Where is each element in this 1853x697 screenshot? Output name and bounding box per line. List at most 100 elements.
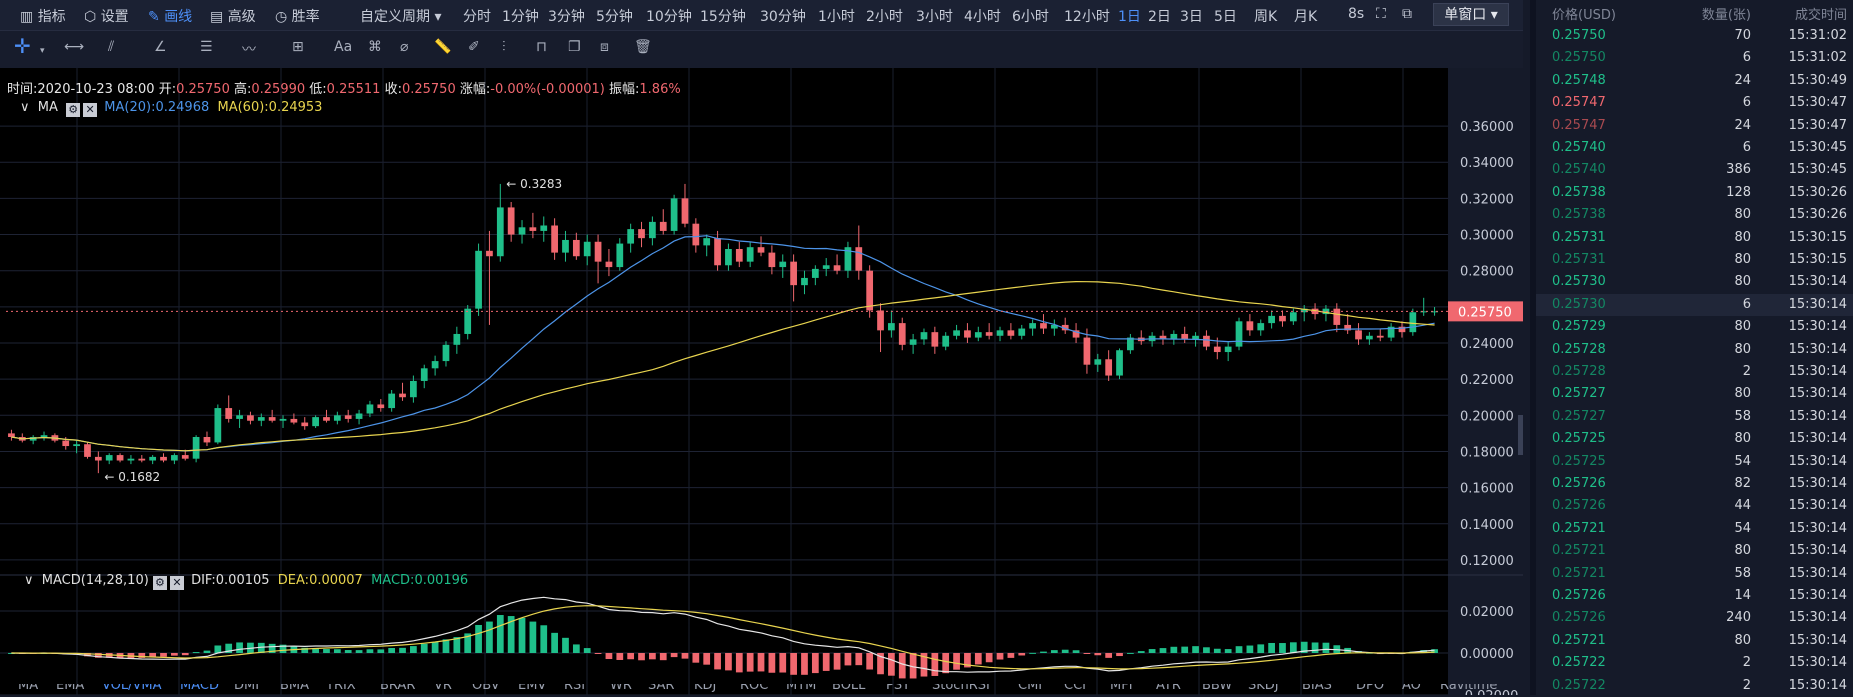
macd-bar [1040, 651, 1047, 653]
macd-bar [529, 621, 537, 653]
trash-icon[interactable]: 🗑 [634, 39, 652, 55]
indicator-tab-24[interactable]: BBW [1202, 684, 1233, 693]
ruler-icon[interactable]: 📏 [434, 39, 452, 55]
indicator-tab-5[interactable]: BMA [280, 684, 310, 693]
indicator-tab-14[interactable]: KDJ [694, 684, 717, 693]
indicator-tab-2[interactable]: VOL/VMA [102, 684, 162, 693]
macd-bar [735, 653, 743, 673]
indicator-tab-3[interactable]: MACD [180, 684, 219, 693]
candle-body [670, 198, 678, 231]
macd-bar [714, 653, 721, 670]
indicator-tab-1[interactable]: EMA [56, 684, 85, 693]
candle-body [518, 227, 526, 235]
indicator-tab-23[interactable]: ATR [1156, 684, 1181, 693]
indicator-tab-19[interactable]: StochRSI [932, 684, 990, 693]
period-10[interactable]: 4小时 [964, 9, 1001, 25]
eraser-icon[interactable]: ⌀ [400, 39, 409, 55]
indicator-tab-7[interactable]: BRAR [380, 684, 416, 693]
copy-icon[interactable]: ❐ [568, 39, 581, 55]
indicator-tab-20[interactable]: CMI [1018, 684, 1043, 693]
indicators-button[interactable]: ▥ 指标 [20, 9, 66, 25]
winrate-button[interactable]: ◷ 胜率 [275, 9, 320, 25]
refresh-interval[interactable]: 8s [1348, 6, 1365, 22]
wave-icon[interactable]: 〰 [242, 42, 256, 58]
macd-bar [1257, 644, 1265, 653]
macd-bar [594, 653, 602, 654]
period-11[interactable]: 6小时 [1012, 9, 1049, 25]
period-1[interactable]: 1分钟 [502, 9, 539, 25]
macd-dif-line [11, 596, 1435, 673]
indicator-tab-4[interactable]: DMI [234, 684, 260, 693]
indicator-tab-25[interactable]: SKDJ [1248, 684, 1279, 693]
indicator-tab-6[interactable]: TRIX [326, 684, 356, 693]
period-16[interactable]: 5日 [1214, 9, 1237, 25]
candles-icon[interactable]: ⫶ [502, 39, 506, 55]
measure-icon[interactable]: ⊞ [292, 39, 304, 55]
indicator-tab-15[interactable]: ROC [740, 684, 769, 693]
ma-settings-icon[interactable]: ⚙ [66, 103, 81, 117]
period-14[interactable]: 2日 [1148, 9, 1171, 25]
macd-bar [1289, 642, 1297, 653]
crosshair-icon[interactable]: ✛ [14, 34, 31, 58]
indicator-tab-13[interactable]: SAR [648, 684, 675, 693]
text-tool-icon[interactable]: Aa [334, 39, 353, 55]
trade-row: 0.25730 6 15:30:14 [1536, 293, 1853, 316]
ma-close-icon[interactable]: ✕ [83, 103, 98, 117]
period-15[interactable]: 3日 [1180, 9, 1203, 25]
indicator-tab-12[interactable]: WR [610, 684, 632, 693]
period-13[interactable]: 1日 [1118, 9, 1141, 25]
macd-bar [996, 653, 1004, 660]
period-8[interactable]: 2小时 [866, 9, 903, 25]
indicator-tab-9[interactable]: OBV [472, 684, 500, 693]
draw-button[interactable]: ✎ 画线 [148, 9, 193, 25]
fullscreen-icon[interactable]: ⛶ [1376, 6, 1386, 22]
screenshot-icon[interactable]: ⧈ [600, 39, 609, 55]
brush-icon[interactable]: ✐ [468, 39, 480, 55]
fib-icon[interactable]: ☰ [200, 39, 213, 55]
indicator-tab-17[interactable]: BOLL [832, 684, 866, 693]
collapse-chevron-icon[interactable]: ∨ [24, 573, 34, 588]
indicator-tab-21[interactable]: CCI [1064, 684, 1086, 693]
custom-period-dropdown[interactable]: 自定义周期 ▾ [360, 9, 442, 25]
period-4[interactable]: 10分钟 [646, 9, 692, 25]
magnet-icon[interactable]: ⌘ [368, 39, 382, 55]
macd-close-icon[interactable]: ✕ [169, 576, 184, 590]
indicator-tab-27[interactable]: DPO [1356, 684, 1385, 693]
trade-row: 0.25738 80 15:30:26 [1536, 204, 1853, 226]
popout-icon[interactable]: ⧉ [1402, 6, 1412, 22]
period-12[interactable]: 12小时 [1064, 9, 1110, 25]
indicator-tab-18[interactable]: PSY [886, 684, 911, 693]
indicator-tab-22[interactable]: MFI [1110, 684, 1133, 693]
horizontal-line-icon[interactable]: ⟷ [64, 39, 85, 55]
parallel-lines-icon[interactable]: ⫽ [108, 39, 115, 55]
chart-plot[interactable]: 0.360000.340000.320000.300000.280000.260… [0, 68, 1523, 695]
y-tick-label: 0.34000 [1460, 156, 1514, 171]
period-0[interactable]: 分时 [463, 9, 491, 25]
indicator-tab-26[interactable]: BIAS [1302, 684, 1332, 693]
indicator-tab-0[interactable]: MA [18, 684, 39, 693]
period-2[interactable]: 3分钟 [548, 9, 585, 25]
collapse-chevron-icon[interactable]: ∨ [20, 100, 30, 115]
period-9[interactable]: 3小时 [916, 9, 953, 25]
macd-settings-icon[interactable]: ⚙ [152, 576, 167, 590]
indicator-tab-8[interactable]: VR [434, 684, 452, 693]
candle-body [866, 270, 874, 311]
angle-icon[interactable]: ∠ [154, 39, 167, 55]
period-3[interactable]: 5分钟 [596, 9, 633, 25]
period-6[interactable]: 30分钟 [760, 9, 806, 25]
period-18[interactable]: 月K [1294, 9, 1318, 25]
indicator-tab-16[interactable]: MTM [786, 684, 817, 693]
window-mode-dropdown[interactable]: 单窗口 ▾ [1433, 3, 1509, 26]
period-5[interactable]: 15分钟 [700, 9, 746, 25]
macd-bar [1105, 653, 1113, 658]
period-7[interactable]: 1小时 [818, 9, 855, 25]
period-17[interactable]: 周K [1254, 9, 1278, 25]
indicator-tab-29[interactable]: Ravitime [1440, 684, 1498, 693]
advanced-button[interactable]: ▤ 高级 [210, 9, 256, 25]
indicator-tab-11[interactable]: RSI [564, 684, 586, 693]
settings-button[interactable]: ⬡ 设置 [84, 9, 129, 25]
indicator-tab-10[interactable]: EMV [518, 684, 547, 693]
lock-icon[interactable]: ⊓ [536, 39, 547, 55]
caret-down-icon[interactable]: ▾ [40, 46, 45, 56]
indicator-tab-28[interactable]: AO [1402, 684, 1421, 693]
